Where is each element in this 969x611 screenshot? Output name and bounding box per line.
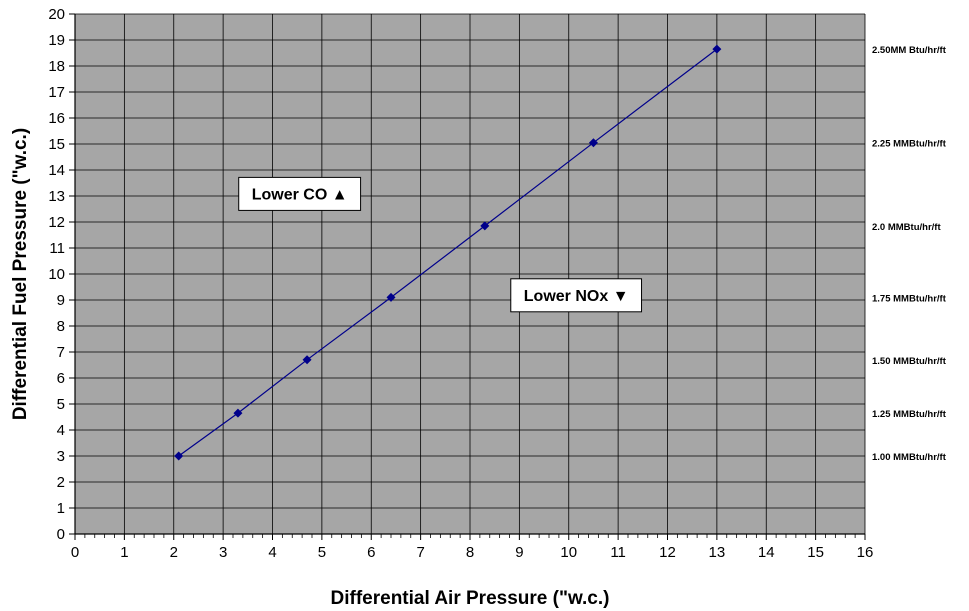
- annotation-background: [238, 176, 362, 211]
- y-tick-label: 9: [57, 292, 65, 309]
- x-tick-label: 3: [219, 544, 227, 561]
- y-tick-label: 6: [57, 370, 65, 387]
- x-axis-title: Differential Air Pressure ("w.c.): [331, 588, 610, 609]
- y-tick-label: 1: [57, 500, 65, 517]
- x-tick-label: 13: [709, 544, 726, 561]
- data-series: [174, 44, 722, 461]
- y-tick-label: 13: [48, 188, 65, 205]
- x-tick-label: 14: [758, 544, 775, 561]
- annotation-label: Lower CO ▲: [252, 186, 348, 203]
- y-tick-label: 10: [48, 266, 65, 283]
- y-tick-label: 20: [48, 6, 65, 23]
- x-tick-labels: 0 1 2 3 4 5 6 7 8 9 10 11 12 13 14 15 16: [71, 544, 874, 561]
- y-tick-label: 18: [48, 58, 65, 75]
- data-point-marker: [174, 451, 184, 461]
- annotation-background: [510, 278, 643, 313]
- x-tick-label: 16: [857, 544, 874, 561]
- rate-label: 2.0 MMBtu/hr/ft: [872, 222, 941, 233]
- data-point-marker: [386, 292, 396, 302]
- data-point-marker: [480, 221, 490, 231]
- y-tick-label: 0: [57, 526, 65, 543]
- data-point-marker: [233, 408, 243, 418]
- x-tick-label: 5: [318, 544, 326, 561]
- annotation-box: Lower NOx ▼: [510, 278, 643, 313]
- x-tick-label: 6: [367, 544, 375, 561]
- y-tick-label: 14: [48, 162, 65, 179]
- rate-label: 2.50MM Btu/hr/ft: [872, 45, 947, 56]
- y-tick-label: 11: [49, 240, 65, 257]
- y-tick-label: 2: [57, 474, 65, 491]
- data-point-marker: [712, 44, 722, 54]
- axes: [69, 13, 866, 540]
- rate-labels: 2.50MM Btu/hr/ft 2.25 MMBtu/hr/ft 2.0 MMBt…: [872, 45, 947, 463]
- y-tick-label: 12: [48, 214, 65, 231]
- x-tick-label: 7: [416, 544, 424, 561]
- x-tick-label: 4: [268, 544, 276, 561]
- rate-label: 1.50 MMBtu/hr/ft: [872, 356, 947, 367]
- x-tick-label: 9: [515, 544, 523, 561]
- y-tick-label: 3: [57, 448, 65, 465]
- annotation-box: Lower CO ▲: [238, 176, 362, 211]
- y-tick-label: 15: [48, 136, 65, 153]
- x-tick-label: 11: [610, 544, 626, 561]
- rate-label: 1.75 MMBtu/hr/ft: [872, 293, 947, 304]
- y-axis-title: Differential Fuel Pressure ("w.c.): [10, 128, 31, 420]
- y-tick-label: 4: [57, 422, 65, 439]
- rate-label: 1.25 MMBtu/hr/ft: [872, 409, 947, 420]
- x-tick-label: 10: [560, 544, 577, 561]
- x-tick-label: 2: [170, 544, 178, 561]
- y-tick-label: 8: [57, 318, 65, 335]
- annotation-label: Lower NOx ▼: [524, 288, 629, 305]
- data-point-marker: [588, 138, 598, 148]
- x-tick-label: 8: [466, 544, 474, 561]
- rate-label: 1.00 MMBtu/hr/ft: [872, 452, 947, 463]
- y-tick-label: 5: [57, 396, 65, 413]
- y-tick-label: 16: [48, 110, 65, 127]
- x-tick-label: 1: [120, 544, 128, 561]
- annotations: Lower CO ▲ Lower NOx ▼: [238, 176, 643, 313]
- y-tick-label: 19: [48, 32, 65, 49]
- y-tick-label: 7: [57, 344, 65, 361]
- y-tick-label: 17: [48, 84, 65, 101]
- x-tick-label: 0: [71, 544, 79, 561]
- data-point-marker: [302, 355, 312, 365]
- x-tick-label: 12: [659, 544, 676, 561]
- rate-label: 2.25 MMBtu/hr/ft: [872, 139, 947, 150]
- x-tick-label: 15: [807, 544, 824, 561]
- grid: [74, 13, 866, 535]
